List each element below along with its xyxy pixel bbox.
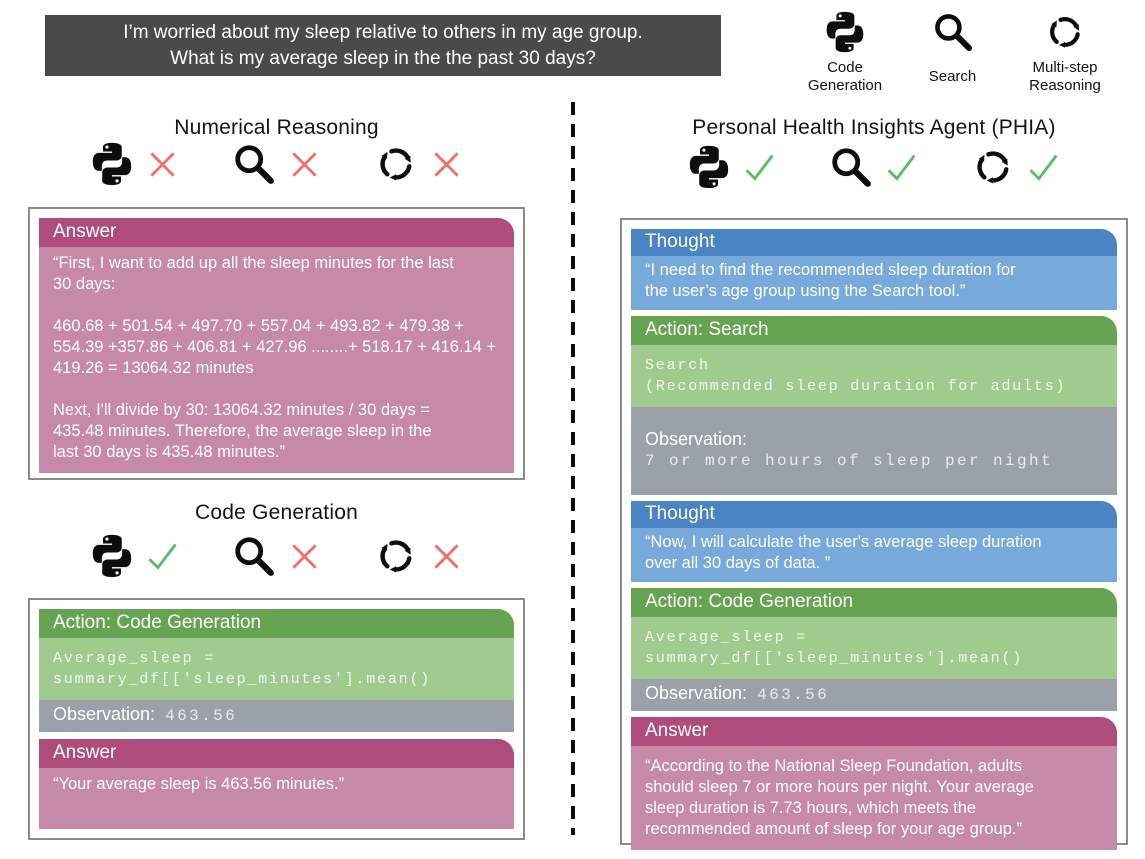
code-generation-panel: Action: Code Generation Average_sleep = … [28, 598, 525, 840]
observation-label: Observation: [645, 429, 748, 449]
thought-card: Thought “Now, I will calculate the user'… [631, 501, 1117, 582]
dashed-divider [571, 102, 575, 835]
action-code: Search (Recommended sleep duration for a… [631, 345, 1117, 407]
search-icon [231, 141, 277, 187]
check-icon [1025, 149, 1062, 186]
action-code: Average_sleep = summary_df[['sleep_minut… [39, 638, 514, 700]
check-icon [883, 149, 920, 186]
action-code-card: Action: Code Generation Average_sleep = … [631, 588, 1117, 711]
legend-item-code-generation: Code Generation [795, 10, 895, 94]
action-search-card: Action: Search Search (Recommended sleep… [631, 316, 1117, 495]
check-icon [741, 149, 778, 186]
code-generation-tools [28, 533, 525, 579]
search-icon [828, 144, 874, 190]
search-icon [231, 533, 277, 579]
legend-label: Multi-step Reasoning [1029, 59, 1101, 94]
tool-search [231, 141, 323, 187]
answer-body: “First, I want to add up all the sleep m… [39, 247, 514, 473]
python-icon [89, 533, 135, 579]
observation-value: 463.56 [165, 707, 238, 725]
tool-code-generation [686, 144, 778, 190]
tool-multi-step [373, 533, 465, 579]
observation-label: Observation: [645, 683, 748, 703]
python-icon [89, 141, 135, 187]
numerical-reasoning-tools [28, 141, 525, 187]
cycle-icon [373, 141, 419, 187]
answer-header: Answer [631, 717, 1117, 746]
tool-legend: Code Generation Search Multi-step Reason… [795, 10, 1120, 94]
python-icon [686, 144, 732, 190]
observation-label: Observation: [53, 704, 156, 724]
answer-body: “According to the National Sleep Foundat… [631, 746, 1117, 850]
user-question-text: I’m worried about my sleep relative to o… [123, 21, 643, 69]
cross-icon [428, 538, 465, 575]
action-header: Action: Search [631, 316, 1117, 345]
tool-multi-step [970, 144, 1062, 190]
observation-bar: Observation: 7 or more hours of sleep pe… [631, 407, 1117, 495]
tool-search [828, 144, 920, 190]
tool-multi-step [373, 141, 465, 187]
legend-item-search: Search [918, 10, 988, 86]
observation-value: 463.56 [757, 686, 830, 704]
legend-label: Code Generation [807, 59, 883, 94]
cross-icon [428, 146, 465, 183]
check-icon [144, 538, 181, 575]
tool-code-generation [89, 533, 181, 579]
numerical-reasoning-panel: Answer “First, I want to add up all the … [28, 207, 525, 480]
phia-tools [620, 144, 1128, 190]
cross-icon [144, 146, 181, 183]
tool-search [231, 533, 323, 579]
answer-card: Answer “First, I want to add up all the … [39, 218, 514, 473]
answer-card: Answer “Your average sleep is 463.56 min… [39, 739, 514, 829]
action-header: Action: Code Generation [39, 609, 514, 638]
search-icon [931, 10, 975, 54]
thought-header: Thought [631, 501, 1117, 528]
thought-body: “I need to find the recommended sleep du… [631, 256, 1117, 310]
phia-panel: Thought “I need to find the recommended … [620, 218, 1128, 850]
user-question-box: I’m worried about my sleep relative to o… [45, 15, 721, 76]
cycle-icon [373, 533, 419, 579]
answer-body: “Your average sleep is 463.56 minutes.” [39, 768, 514, 829]
thought-header: Thought [631, 229, 1117, 256]
python-icon [823, 10, 867, 54]
observation-bar: Observation: 463.56 [631, 679, 1117, 711]
answer-card: Answer “According to the National Sleep … [631, 717, 1117, 850]
answer-header: Answer [39, 218, 514, 247]
numerical-reasoning-title: Numerical Reasoning [174, 116, 379, 139]
cross-icon [286, 146, 323, 183]
observation-value: 7 or more hours of sleep per night [645, 452, 1054, 470]
action-header: Action: Code Generation [631, 588, 1117, 617]
action-code: Average_sleep = summary_df[['sleep_minut… [631, 617, 1117, 679]
tool-code-generation [89, 141, 181, 187]
phia-title: Personal Health Insights Agent (PHIA) [692, 116, 1056, 139]
action-card: Action: Code Generation Average_sleep = … [39, 609, 514, 732]
observation-bar: Observation: 463.56 [39, 700, 514, 732]
thought-card: Thought “I need to find the recommended … [631, 229, 1117, 310]
legend-label: Search [928, 68, 977, 85]
code-generation-title: Code Generation [195, 501, 358, 524]
answer-header: Answer [39, 739, 514, 768]
legend-item-multi-step: Multi-step Reasoning [1010, 10, 1120, 94]
cycle-icon [970, 144, 1016, 190]
cross-icon [286, 538, 323, 575]
thought-body: “Now, I will calculate the user's averag… [631, 528, 1117, 582]
cycle-icon [1043, 10, 1087, 54]
